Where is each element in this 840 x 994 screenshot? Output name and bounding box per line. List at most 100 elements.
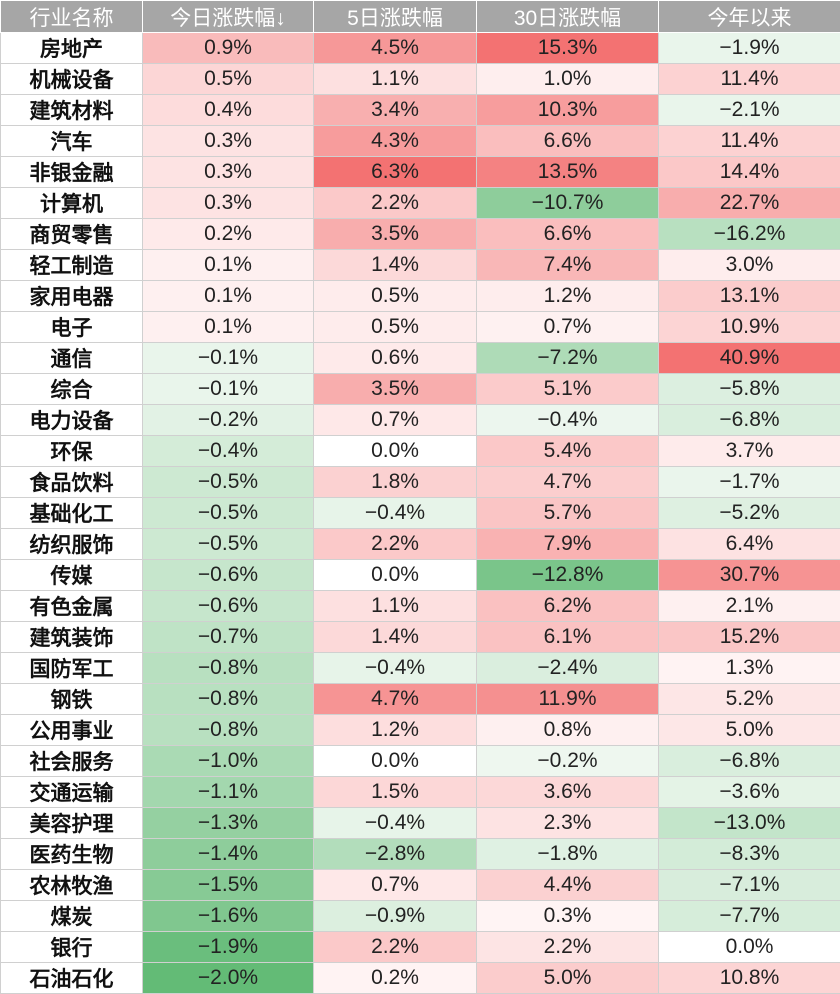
30day-change-cell: 1.0% [477,64,659,95]
5day-change-cell: 6.3% [314,157,477,188]
30day-change-cell: 4.4% [477,870,659,901]
today-change-cell: 0.4% [143,95,314,126]
5day-change-cell: −0.4% [314,653,477,684]
today-change-cell: 0.9% [143,33,314,64]
5day-change-cell: 0.5% [314,312,477,343]
ytd-change-cell: 2.1% [659,591,840,622]
sector-name-cell: 商贸零售 [1,219,143,250]
sector-name-cell: 建筑材料 [1,95,143,126]
5day-change-cell: 1.5% [314,777,477,808]
30day-change-cell: 5.4% [477,436,659,467]
today-change-cell: −0.8% [143,653,314,684]
30day-change-cell: 5.7% [477,498,659,529]
sector-name-cell: 农林牧渔 [1,870,143,901]
5day-change-cell: 0.0% [314,560,477,591]
sector-name-cell: 美容护理 [1,808,143,839]
sector-name-cell: 轻工制造 [1,250,143,281]
ytd-change-cell: 30.7% [659,560,840,591]
5day-change-cell: −0.4% [314,498,477,529]
30day-change-cell: 5.1% [477,374,659,405]
header-30day-change[interactable]: 30日涨跌幅 [477,1,659,33]
ytd-change-cell: −6.8% [659,746,840,777]
today-change-cell: −0.6% [143,591,314,622]
sector-name-cell: 汽车 [1,126,143,157]
sector-name-cell: 钢铁 [1,684,143,715]
today-change-cell: −0.1% [143,343,314,374]
5day-change-cell: 2.2% [314,188,477,219]
sector-name-cell: 环保 [1,436,143,467]
30day-change-cell: 6.6% [477,219,659,250]
header-today-change[interactable]: 今日涨跌幅↓ [143,1,314,33]
table-row: 交通运输−1.1%1.5%3.6%−3.6% [1,777,840,808]
table-row: 公用事业−0.8%1.2%0.8%5.0% [1,715,840,746]
30day-change-cell: 0.8% [477,715,659,746]
sector-name-cell: 非银金融 [1,157,143,188]
5day-change-cell: 0.2% [314,963,477,994]
today-change-cell: −1.9% [143,932,314,963]
30day-change-cell: 2.3% [477,808,659,839]
30day-change-cell: −7.2% [477,343,659,374]
sector-name-cell: 交通运输 [1,777,143,808]
today-change-cell: −1.6% [143,901,314,932]
today-change-cell: 0.1% [143,281,314,312]
30day-change-cell: 1.2% [477,281,659,312]
today-change-cell: −0.1% [143,374,314,405]
table-row: 医药生物−1.4%−2.8%−1.8%−8.3% [1,839,840,870]
sector-name-cell: 煤炭 [1,901,143,932]
ytd-change-cell: 10.8% [659,963,840,994]
5day-change-cell: 4.3% [314,126,477,157]
header-5day-change[interactable]: 5日涨跌幅 [314,1,477,33]
table-row: 基础化工−0.5%−0.4%5.7%−5.2% [1,498,840,529]
5day-change-cell: 0.7% [314,405,477,436]
today-change-cell: −1.4% [143,839,314,870]
5day-change-cell: 0.6% [314,343,477,374]
sector-name-cell: 食品饮料 [1,467,143,498]
header-ytd-change[interactable]: 今年以来 [659,1,840,33]
5day-change-cell: 1.2% [314,715,477,746]
today-change-cell: −2.0% [143,963,314,994]
ytd-change-cell: 11.4% [659,64,840,95]
table-row: 纺织服饰−0.5%2.2%7.9%6.4% [1,529,840,560]
5day-change-cell: 1.4% [314,250,477,281]
5day-change-cell: −0.4% [314,808,477,839]
sector-name-cell: 计算机 [1,188,143,219]
sector-name-cell: 有色金属 [1,591,143,622]
5day-change-cell: 3.4% [314,95,477,126]
5day-change-cell: −2.8% [314,839,477,870]
30day-change-cell: 7.4% [477,250,659,281]
30day-change-cell: −0.2% [477,746,659,777]
sector-name-cell: 机械设备 [1,64,143,95]
ytd-change-cell: 40.9% [659,343,840,374]
today-change-cell: −0.5% [143,529,314,560]
ytd-change-cell: 15.2% [659,622,840,653]
today-change-cell: 0.3% [143,157,314,188]
sector-name-cell: 家用电器 [1,281,143,312]
30day-change-cell: −12.8% [477,560,659,591]
today-change-cell: −0.5% [143,467,314,498]
today-change-cell: −1.3% [143,808,314,839]
table-row: 传媒−0.6%0.0%−12.8%30.7% [1,560,840,591]
today-change-cell: −0.8% [143,715,314,746]
ytd-change-cell: 10.9% [659,312,840,343]
sector-name-cell: 医药生物 [1,839,143,870]
30day-change-cell: 3.6% [477,777,659,808]
ytd-change-cell: −6.8% [659,405,840,436]
30day-change-cell: 6.6% [477,126,659,157]
ytd-change-cell: −7.7% [659,901,840,932]
5day-change-cell: −0.9% [314,901,477,932]
header-sector-name[interactable]: 行业名称 [1,1,143,33]
table-row: 食品饮料−0.5%1.8%4.7%−1.7% [1,467,840,498]
5day-change-cell: 0.7% [314,870,477,901]
today-change-cell: 0.1% [143,250,314,281]
30day-change-cell: −10.7% [477,188,659,219]
30day-change-cell: 6.1% [477,622,659,653]
today-change-cell: −0.7% [143,622,314,653]
sector-name-cell: 传媒 [1,560,143,591]
ytd-change-cell: −1.9% [659,33,840,64]
